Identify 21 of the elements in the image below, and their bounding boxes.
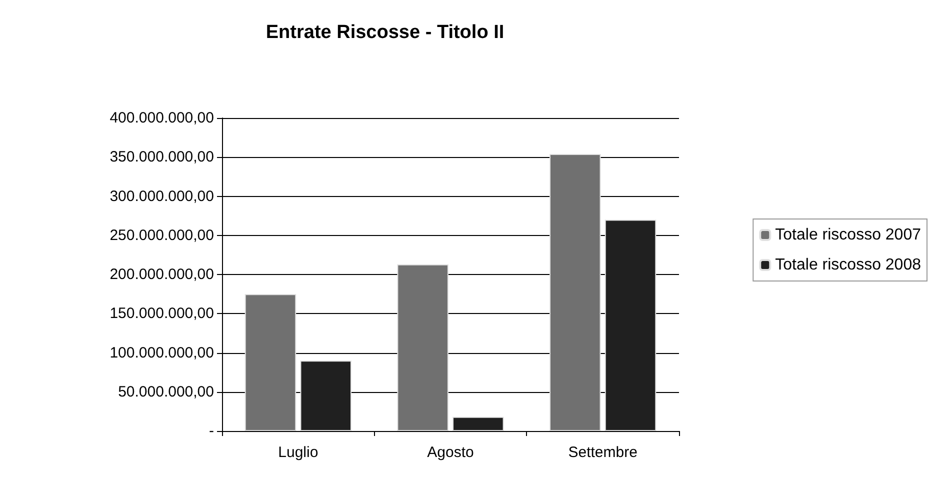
bar	[604, 220, 656, 431]
x-tick-label: Agosto	[427, 444, 474, 461]
y-tick-label: 200.000.000,00	[110, 266, 214, 283]
y-tick-label: 400.000.000,00	[110, 110, 214, 126]
bar	[452, 416, 504, 431]
bar	[300, 360, 352, 431]
bar	[397, 264, 448, 431]
y-tick-label: -	[209, 422, 214, 440]
chart-title: Entrate Riscosse - Titolo II	[266, 22, 504, 43]
y-tick-label: 150.000.000,00	[110, 305, 214, 322]
y-tick-label: 100.000.000,00	[110, 344, 214, 362]
legend-label: Totale riscosso 2008	[775, 256, 922, 274]
bar	[244, 294, 296, 431]
legend-label: Totale riscosso 2007	[775, 226, 922, 244]
x-tick-label: Luglio	[278, 444, 318, 461]
x-tick-label: Settembre	[568, 444, 638, 461]
y-tick-label: 350.000.000,00	[110, 148, 214, 166]
y-tick-label: 250.000.000,00	[110, 226, 214, 244]
y-tick-label: 300.000.000,00	[110, 188, 214, 205]
y-tick-label: 50.000.000,00	[118, 383, 214, 400]
bar	[550, 154, 601, 431]
